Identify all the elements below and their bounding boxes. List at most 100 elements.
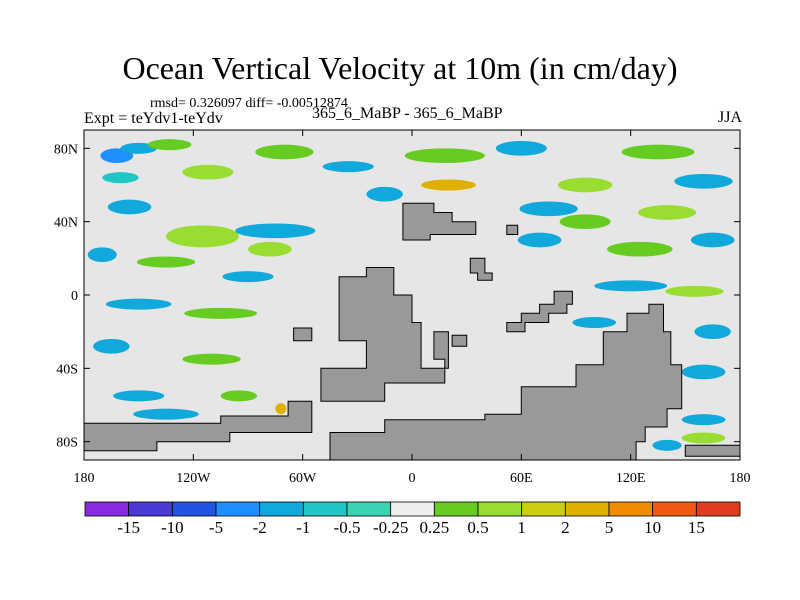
anomaly-region-25 <box>136 256 196 268</box>
anomaly-region-43 <box>275 403 287 415</box>
anomaly-region-42 <box>681 414 726 426</box>
anomaly-region-27 <box>105 298 172 310</box>
land-small-island-d <box>684 444 740 457</box>
x-tick-label-6: 180 <box>730 471 751 486</box>
chart-title: Ocean Vertical Velocity at 10m (in cm/da… <box>122 50 678 86</box>
land-small-island-c <box>451 334 468 347</box>
anomaly-region-16 <box>235 223 316 239</box>
x-tick-label-5: 120E <box>616 471 646 486</box>
x-tick-label-3: 0 <box>409 471 416 486</box>
anomaly-region-35 <box>681 364 726 380</box>
colorbar-box-4 <box>259 501 304 517</box>
land-east-ridge <box>506 290 573 333</box>
anomaly-region-23 <box>690 232 735 248</box>
colorbar-box-8 <box>433 501 479 517</box>
y-tick-label-4: 80S <box>56 436 78 451</box>
colorbar-box-3 <box>215 501 261 517</box>
colorbar-box-14 <box>695 501 741 517</box>
anomaly-region-4 <box>182 164 234 180</box>
anomaly-region-22 <box>606 241 673 257</box>
colorbar-box-11 <box>564 501 610 517</box>
colorbar-label-7: 0.25 <box>419 518 449 537</box>
plot-area <box>83 129 741 461</box>
anomaly-region-24 <box>87 247 117 262</box>
anomaly-region-11 <box>421 179 476 191</box>
colorbar-box-5 <box>302 501 348 517</box>
colorbar-label-8: 0.5 <box>467 518 488 537</box>
y-tick-label-3: 40S <box>56 362 78 377</box>
axis-ticks: 180 120W 60W 0 60E 120E 180 80N 40N 0 40S 80S <box>54 130 751 486</box>
anomaly-region-18 <box>519 201 578 217</box>
colorbar-label-13: 15 <box>688 518 705 537</box>
anomaly-region-20 <box>637 205 697 220</box>
y-tick-label-1: 40N <box>54 216 78 231</box>
colorbar-box-2 <box>171 501 217 517</box>
anomaly-region-17 <box>248 241 292 257</box>
anomaly-region-3 <box>102 172 139 184</box>
anomaly-region-30 <box>665 285 724 297</box>
y-tick-label-2: 0 <box>71 289 78 304</box>
colorbar-box-12 <box>608 501 654 517</box>
colorbar-label-0: -15 <box>117 518 140 537</box>
colorbar-box-10 <box>521 501 566 517</box>
colorbar-box-0 <box>84 501 130 517</box>
anomaly-region-28 <box>184 307 258 319</box>
season-label: JJA <box>717 109 742 126</box>
stats-label: rmsd= 0.326097 diff= -0.00512874 <box>150 96 348 111</box>
colorbar-label-12: 10 <box>644 518 661 537</box>
anomaly-region-34 <box>182 353 241 365</box>
colorbar-label-5: -0.5 <box>334 518 361 537</box>
anomaly-region-21 <box>517 232 562 248</box>
anomaly-region-14 <box>366 186 403 202</box>
colorbar-label-11: 5 <box>605 518 614 537</box>
anomaly-region-41 <box>681 432 726 444</box>
anomaly-region-33 <box>93 339 130 354</box>
anomaly-region-5 <box>255 144 314 160</box>
colorbar-box-13 <box>652 501 697 517</box>
colorbar-box-1 <box>128 501 173 517</box>
anomaly-region-19 <box>559 214 611 230</box>
anomaly-region-36 <box>113 390 165 402</box>
colorbar-label-1: -10 <box>161 518 184 537</box>
period-label: 365_6_MaBP - 365_6_MaBP <box>312 105 503 122</box>
anomaly-region-0 <box>100 148 134 164</box>
anomaly-region-26 <box>222 271 274 283</box>
anomaly-region-6 <box>322 161 374 173</box>
anomaly-region-13 <box>107 199 152 215</box>
x-tick-label-4: 60E <box>510 471 533 486</box>
x-tick-label-1: 120W <box>176 471 211 486</box>
land-north-block <box>402 202 477 241</box>
colorbar-boxes <box>84 501 741 517</box>
land-west-arm <box>320 267 449 402</box>
colorbar-label-9: 1 <box>517 518 526 537</box>
colorbar-label-3: -2 <box>253 518 267 537</box>
anomaly-region-1 <box>120 142 157 154</box>
anomaly-region-38 <box>133 408 199 420</box>
anomaly-region-10 <box>674 174 733 189</box>
land-small-island-b <box>293 327 313 342</box>
x-tick-label-2: 60W <box>289 471 317 486</box>
anomaly-region-8 <box>495 141 547 156</box>
anomaly-region-40 <box>652 439 682 451</box>
anomaly-region-9 <box>621 144 695 160</box>
anomaly-region-12 <box>557 177 613 193</box>
anomaly-region-29 <box>594 280 668 292</box>
colorbar-label-10: 2 <box>561 518 570 537</box>
colorbar-labels: -15 -10 -5 -2 -1 -0.5 -0.25 0.25 0.5 1 2 5 10 15 <box>117 518 705 537</box>
colorbar-box-9 <box>477 501 523 517</box>
anomaly-region-37 <box>220 390 258 402</box>
anomaly-region-32 <box>694 324 731 339</box>
anomaly-region-7 <box>404 148 485 164</box>
colorbar-label-2: -5 <box>209 518 223 537</box>
anomaly-region-31 <box>572 317 617 328</box>
colorbar-label-4: -1 <box>296 518 310 537</box>
land-southern-strip <box>84 400 313 452</box>
x-tick-label-0: 180 <box>74 471 95 486</box>
colorbar-label-6: -0.25 <box>373 518 408 537</box>
colorbar-box-7 <box>390 501 435 517</box>
experiment-label: Expt = teYdv1-teYdv <box>84 110 223 127</box>
land-large-continent <box>329 303 683 460</box>
colorbar-box-6 <box>346 501 392 517</box>
